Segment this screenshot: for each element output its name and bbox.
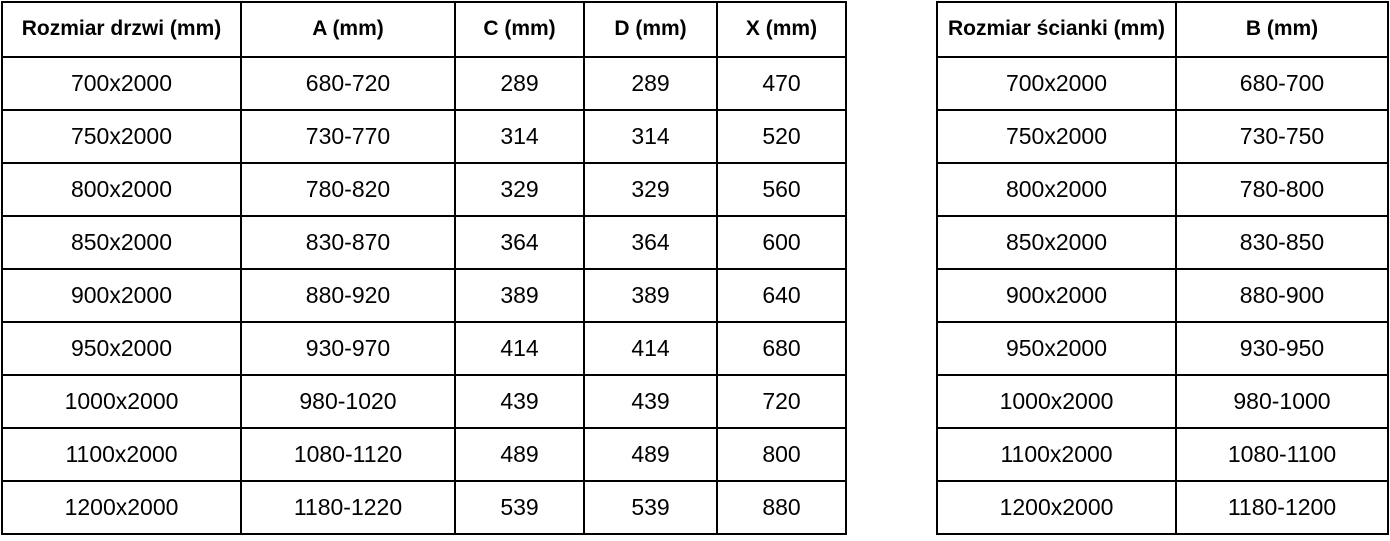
cell-b: 930-950 [1175, 321, 1389, 376]
cell-b: 780-800 [1175, 162, 1389, 217]
column-header-b: B (mm) [1175, 1, 1389, 58]
cell-c: 329 [454, 162, 585, 217]
table-row: 1100x2000 1080-1120 489 489 800 [1, 427, 847, 482]
column-header-c: C (mm) [454, 1, 585, 58]
cell-a: 1080-1120 [240, 427, 456, 482]
column-header-x: X (mm) [716, 1, 847, 58]
table-row: 800x2000 780-820 329 329 560 [1, 162, 847, 217]
table-row: 700x2000 680-700 [936, 56, 1389, 111]
cell-d: 289 [583, 56, 718, 111]
cell-wall-size: 750x2000 [936, 109, 1177, 164]
cell-d: 539 [583, 480, 718, 535]
doors-table-header: Rozmiar drzwi (mm) A (mm) C (mm) D (mm) … [1, 1, 847, 58]
table-header-row: Rozmiar drzwi (mm) A (mm) C (mm) D (mm) … [1, 1, 847, 58]
cell-a: 880-920 [240, 268, 456, 323]
cell-a: 680-720 [240, 56, 456, 111]
table-row: 850x2000 830-870 364 364 600 [1, 215, 847, 270]
cell-c: 314 [454, 109, 585, 164]
cell-door-size: 1000x2000 [1, 374, 242, 429]
cell-door-size: 1100x2000 [1, 427, 242, 482]
cell-x: 600 [716, 215, 847, 270]
table-row: 800x2000 780-800 [936, 162, 1389, 217]
cell-x: 520 [716, 109, 847, 164]
cell-wall-size: 950x2000 [936, 321, 1177, 376]
cell-b: 1080-1100 [1175, 427, 1389, 482]
doors-table-body: 700x2000 680-720 289 289 470 750x2000 73… [1, 56, 847, 535]
table-row: 750x2000 730-750 [936, 109, 1389, 164]
cell-c: 364 [454, 215, 585, 270]
cell-b: 730-750 [1175, 109, 1389, 164]
cell-wall-size: 1200x2000 [936, 480, 1177, 535]
cell-d: 439 [583, 374, 718, 429]
table-row: 1200x2000 1180-1200 [936, 480, 1389, 535]
cell-door-size: 1200x2000 [1, 480, 242, 535]
cell-door-size: 750x2000 [1, 109, 242, 164]
table-row: 950x2000 930-950 [936, 321, 1389, 376]
cell-door-size: 900x2000 [1, 268, 242, 323]
doors-dimensions-table: Rozmiar drzwi (mm) A (mm) C (mm) D (mm) … [1, 1, 847, 535]
wall-table-body: 700x2000 680-700 750x2000 730-750 800x20… [936, 56, 1389, 535]
cell-x: 800 [716, 427, 847, 482]
cell-door-size: 800x2000 [1, 162, 242, 217]
cell-wall-size: 1100x2000 [936, 427, 1177, 482]
cell-b: 980-1000 [1175, 374, 1389, 429]
column-header-door-size: Rozmiar drzwi (mm) [1, 1, 242, 58]
cell-d: 389 [583, 268, 718, 323]
cell-d: 414 [583, 321, 718, 376]
cell-b: 680-700 [1175, 56, 1389, 111]
table-row: 700x2000 680-720 289 289 470 [1, 56, 847, 111]
cell-x: 470 [716, 56, 847, 111]
table-row: 1000x2000 980-1000 [936, 374, 1389, 429]
column-header-wall-size: Rozmiar ścianki (mm) [936, 1, 1177, 58]
cell-wall-size: 850x2000 [936, 215, 1177, 270]
table-row: 750x2000 730-770 314 314 520 [1, 109, 847, 164]
table-row: 1200x2000 1180-1220 539 539 880 [1, 480, 847, 535]
table-row: 1000x2000 980-1020 439 439 720 [1, 374, 847, 429]
wall-panel-dimensions-table: Rozmiar ścianki (mm) B (mm) 700x2000 680… [936, 1, 1389, 535]
cell-wall-size: 800x2000 [936, 162, 1177, 217]
cell-x: 560 [716, 162, 847, 217]
cell-a: 930-970 [240, 321, 456, 376]
cell-d: 314 [583, 109, 718, 164]
table-row: 1100x2000 1080-1100 [936, 427, 1389, 482]
cell-b: 1180-1200 [1175, 480, 1389, 535]
cell-c: 539 [454, 480, 585, 535]
cell-b: 880-900 [1175, 268, 1389, 323]
column-header-d: D (mm) [583, 1, 718, 58]
cell-a: 780-820 [240, 162, 456, 217]
cell-a: 830-870 [240, 215, 456, 270]
cell-c: 389 [454, 268, 585, 323]
table-row: 950x2000 930-970 414 414 680 [1, 321, 847, 376]
cell-x: 720 [716, 374, 847, 429]
cell-x: 640 [716, 268, 847, 323]
column-header-a: A (mm) [240, 1, 456, 58]
cell-b: 830-850 [1175, 215, 1389, 270]
cell-a: 730-770 [240, 109, 456, 164]
cell-c: 489 [454, 427, 585, 482]
cell-d: 489 [583, 427, 718, 482]
cell-c: 439 [454, 374, 585, 429]
cell-a: 1180-1220 [240, 480, 456, 535]
cell-wall-size: 900x2000 [936, 268, 1177, 323]
wall-table-header: Rozmiar ścianki (mm) B (mm) [936, 1, 1389, 58]
cell-c: 289 [454, 56, 585, 111]
cell-d: 329 [583, 162, 718, 217]
table-row: 900x2000 880-920 389 389 640 [1, 268, 847, 323]
table-header-row: Rozmiar ścianki (mm) B (mm) [936, 1, 1389, 58]
cell-c: 414 [454, 321, 585, 376]
cell-door-size: 950x2000 [1, 321, 242, 376]
cell-door-size: 700x2000 [1, 56, 242, 111]
cell-wall-size: 1000x2000 [936, 374, 1177, 429]
cell-x: 680 [716, 321, 847, 376]
cell-door-size: 850x2000 [1, 215, 242, 270]
cell-x: 880 [716, 480, 847, 535]
cell-a: 980-1020 [240, 374, 456, 429]
cell-d: 364 [583, 215, 718, 270]
cell-wall-size: 700x2000 [936, 56, 1177, 111]
table-row: 850x2000 830-850 [936, 215, 1389, 270]
table-row: 900x2000 880-900 [936, 268, 1389, 323]
